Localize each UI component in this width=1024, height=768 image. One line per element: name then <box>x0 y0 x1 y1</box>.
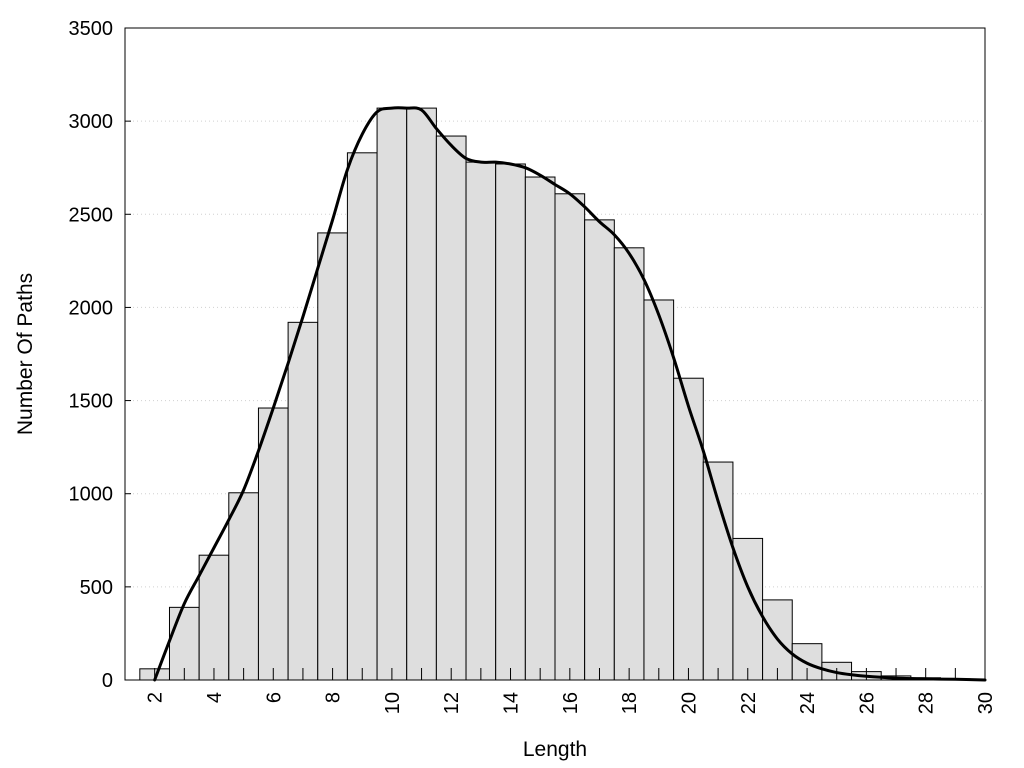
y-axis: 0 500 1000 1500 2000 2500 3000 3500 <box>69 18 131 692</box>
bar <box>673 377 704 681</box>
bars <box>139 107 971 681</box>
x-tick-label: 14 <box>501 692 523 714</box>
gridlines <box>125 120 985 588</box>
x-tick-label: 18 <box>619 692 641 714</box>
x-tick-label: 28 <box>916 692 938 714</box>
y-tick-label: 1000 <box>69 484 114 506</box>
plot-frame <box>124 27 986 681</box>
bar <box>524 176 556 681</box>
bar <box>643 299 675 681</box>
y-tick-label: 1500 <box>69 391 114 413</box>
bar <box>228 492 259 681</box>
x-axis: 2 4 6 8 10 12 14 16 18 20 22 24 26 28 30 <box>124 668 997 714</box>
trend-line <box>153 106 987 682</box>
bar <box>435 135 467 681</box>
x-tick-label: 8 <box>323 692 345 703</box>
y-tick-label: 0 <box>102 670 113 692</box>
y-tick-label: 2500 <box>69 204 114 226</box>
bar <box>465 161 497 681</box>
x-tick-label: 10 <box>382 692 404 714</box>
bar <box>346 152 378 681</box>
x-tick-label: 22 <box>738 692 760 714</box>
y-tick-label: 2000 <box>69 297 114 319</box>
y-tick-label: 3500 <box>69 18 114 40</box>
bar <box>198 554 230 681</box>
y-tick-label: 500 <box>80 577 113 599</box>
bar <box>257 407 289 681</box>
x-tick-label: 12 <box>441 692 463 714</box>
trend-line-layer <box>153 106 987 682</box>
bar <box>376 107 408 681</box>
x-tick-label: 2 <box>145 692 167 703</box>
bar <box>495 163 526 681</box>
y-axis-title: Number Of Paths <box>14 273 37 435</box>
x-tick-label: 16 <box>560 692 582 714</box>
x-tick-label: 6 <box>263 692 285 703</box>
x-tick-label: 26 <box>856 692 878 714</box>
bar <box>554 193 586 681</box>
bar <box>406 107 437 681</box>
y-tick-label: 3000 <box>69 111 114 133</box>
bar <box>168 606 200 681</box>
bar <box>702 461 734 681</box>
bar <box>584 219 615 681</box>
x-tick-label: 20 <box>678 692 700 714</box>
x-axis-title: Length <box>523 738 587 761</box>
x-tick-label: 30 <box>975 692 997 714</box>
x-tick-label: 24 <box>797 692 819 714</box>
bar <box>287 321 319 681</box>
bar <box>613 247 645 681</box>
bar <box>317 232 348 681</box>
x-tick-label: 4 <box>204 692 226 703</box>
